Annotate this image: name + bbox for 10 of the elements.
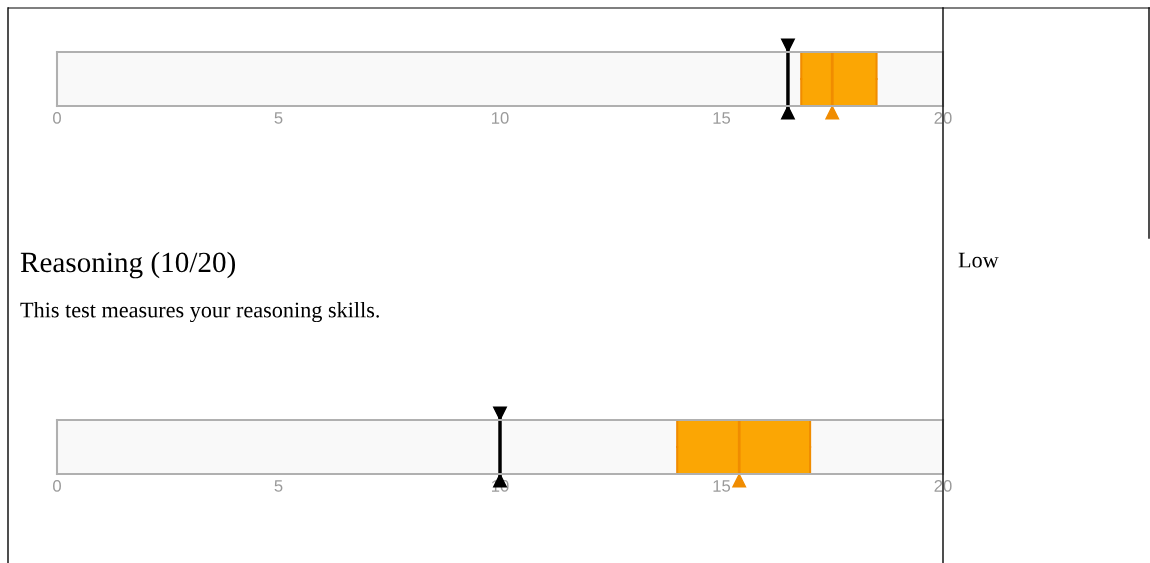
text: Reasoning (10/20) [20,251,235,279]
x-tick-label: 15 [713,480,731,492]
x-tick-label: 15 [713,112,731,124]
text: Low [958,252,999,268]
x-tick-label: 5 [274,480,283,492]
x-tick-label: 10 [492,112,509,124]
x-tick-label: 0 [53,480,61,492]
x-tick-label: 0 [53,112,61,124]
x-tick-label: 5 [274,112,283,124]
text: This test measures your reasoning skills. [20,301,379,323]
